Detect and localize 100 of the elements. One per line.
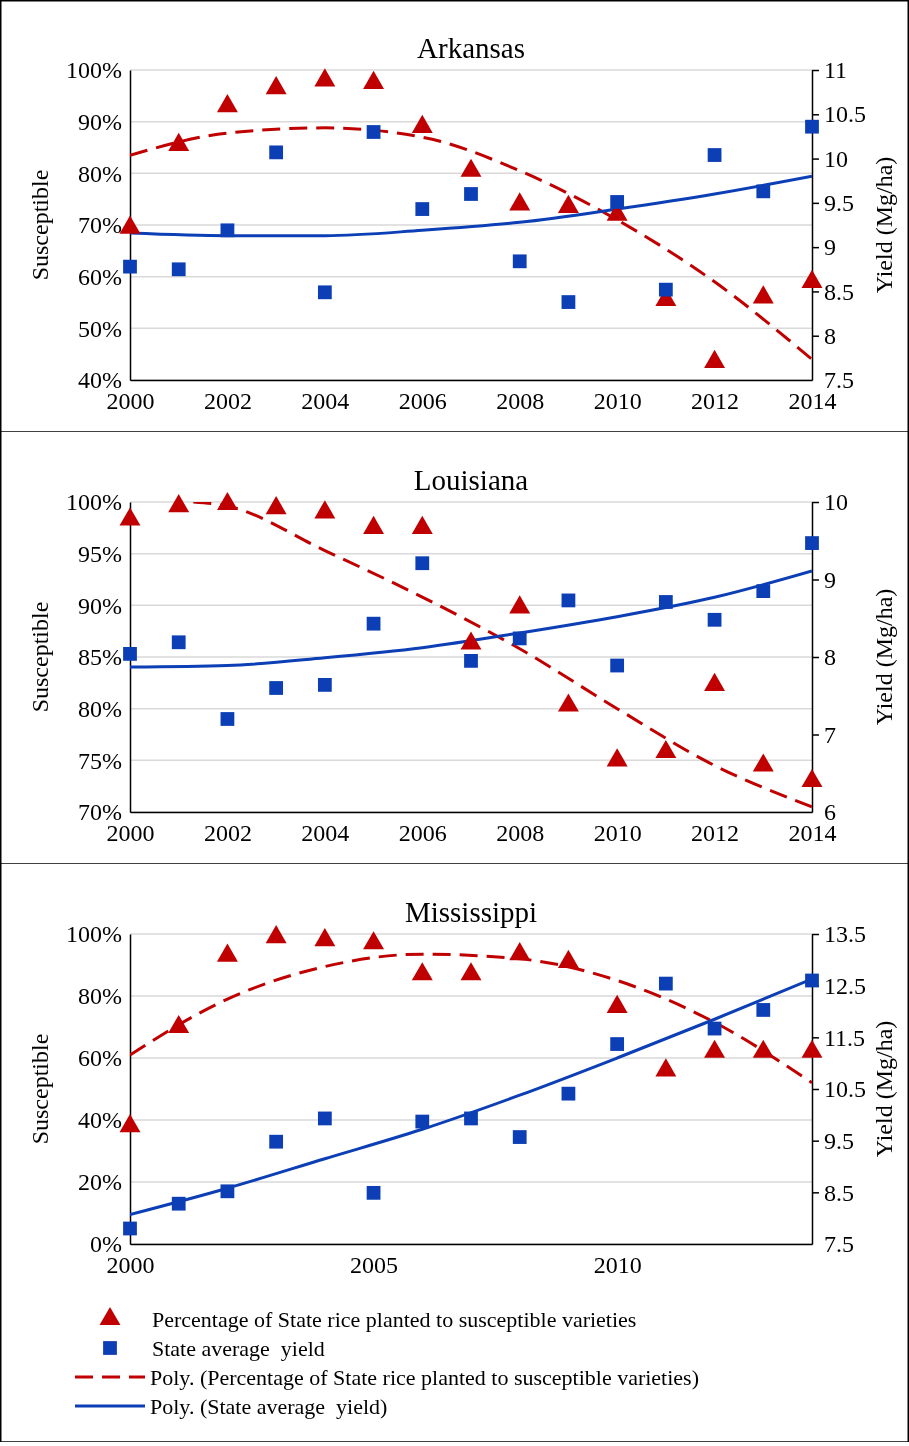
point <box>265 496 287 515</box>
point <box>363 70 385 89</box>
y2-tick-label: 9.5 <box>824 190 854 217</box>
y-tick-label: 90% <box>78 108 122 135</box>
chart-title: Arkansas <box>417 32 525 64</box>
x-tick-label: 2010 <box>593 1252 642 1279</box>
x-tick-label: 2004 <box>301 820 350 847</box>
x-tick-label: 2010 <box>593 820 642 847</box>
point <box>415 202 430 216</box>
y2-tick-label: 7.5 <box>824 1231 854 1258</box>
y-tick-label: 100% <box>66 921 122 948</box>
point <box>265 75 287 95</box>
y-tick-label: 40% <box>78 1107 122 1134</box>
point <box>411 962 433 981</box>
y2-axis-title: Yield (Mg/ha) <box>871 588 898 726</box>
point <box>704 1039 726 1058</box>
point <box>805 536 819 550</box>
y-tick-label: 80% <box>78 983 122 1010</box>
legend-label: Poly. (Percentage of State rice planted to susceptible varieties) <box>150 1364 699 1390</box>
point <box>123 259 137 274</box>
point <box>317 678 332 692</box>
point <box>314 68 336 87</box>
y-tick-label: 50% <box>78 315 122 342</box>
y2-tick-label: 10.5 <box>824 1076 866 1103</box>
point <box>801 269 823 288</box>
y-axis-title: Susceptible <box>27 601 54 713</box>
point <box>707 612 722 627</box>
point <box>557 693 579 712</box>
y2-axis-title: Yield (Mg/ha) <box>871 156 898 294</box>
point <box>415 556 430 571</box>
point <box>655 739 677 759</box>
point <box>366 125 381 139</box>
point <box>512 254 527 269</box>
x-tick-label: 2012 <box>691 820 740 847</box>
point <box>460 962 482 981</box>
y-tick-label: 100% <box>66 489 122 516</box>
y2-tick-label: 11 <box>824 57 848 84</box>
point <box>752 1039 774 1058</box>
y2-tick-label: 13.5 <box>824 921 866 948</box>
point <box>658 282 673 297</box>
point <box>509 942 531 961</box>
point <box>317 1111 332 1126</box>
y-tick-label: 85% <box>78 644 122 671</box>
x-tick-label: 2005 <box>350 1252 399 1279</box>
point <box>752 753 774 772</box>
point <box>464 1111 478 1126</box>
y-tick-label: 70% <box>78 212 122 239</box>
y2-tick-label: 9.5 <box>824 1127 854 1154</box>
y-axis-title: Susceptible <box>27 1033 54 1145</box>
point <box>756 184 771 199</box>
y2-tick-label: 7 <box>824 721 836 748</box>
point <box>805 119 819 134</box>
x-tick-label: 2008 <box>496 820 545 847</box>
point <box>658 976 673 991</box>
y-tick-label: 90% <box>78 592 122 619</box>
point <box>363 931 385 950</box>
point <box>168 1014 190 1034</box>
point <box>704 349 726 368</box>
point <box>119 507 141 526</box>
y2-tick-label: 8 <box>824 322 836 349</box>
legend-label: Percentage of State rice planted to susceptible varieties <box>152 1306 637 1332</box>
point <box>216 943 238 962</box>
y2-tick-label: 9 <box>824 566 836 593</box>
point <box>265 925 287 944</box>
point <box>464 653 478 668</box>
point <box>610 658 625 673</box>
point <box>366 1185 381 1200</box>
y2-tick-label: 8.5 <box>824 278 854 305</box>
point <box>464 187 478 201</box>
point <box>805 973 819 988</box>
point <box>314 500 336 519</box>
point <box>610 1037 625 1051</box>
point <box>658 595 673 609</box>
y-tick-label: 80% <box>78 160 122 187</box>
point <box>411 114 433 133</box>
point <box>314 928 336 947</box>
legend-label: State average yield <box>152 1335 325 1361</box>
y-tick-label: 75% <box>78 747 122 774</box>
point <box>756 584 771 599</box>
point <box>704 672 726 691</box>
point <box>606 994 628 1013</box>
point <box>512 1130 527 1144</box>
point <box>707 148 722 162</box>
y-tick-label: 20% <box>78 1169 122 1196</box>
point <box>363 515 385 534</box>
y2-tick-label: 9 <box>824 234 836 261</box>
y-tick-label: 100% <box>66 57 122 84</box>
point <box>561 295 576 309</box>
point <box>415 1114 430 1129</box>
y2-axis-title: Yield (Mg/ha) <box>871 1020 898 1158</box>
point <box>557 949 579 968</box>
point <box>509 192 531 211</box>
x-tick-label: 2002 <box>203 820 252 847</box>
x-tick-label: 2002 <box>203 388 252 415</box>
y-tick-label: 60% <box>78 263 122 290</box>
x-tick-label: 2006 <box>398 820 447 847</box>
point <box>557 194 579 213</box>
point <box>655 1058 677 1077</box>
point <box>220 1184 235 1199</box>
point <box>216 491 238 511</box>
